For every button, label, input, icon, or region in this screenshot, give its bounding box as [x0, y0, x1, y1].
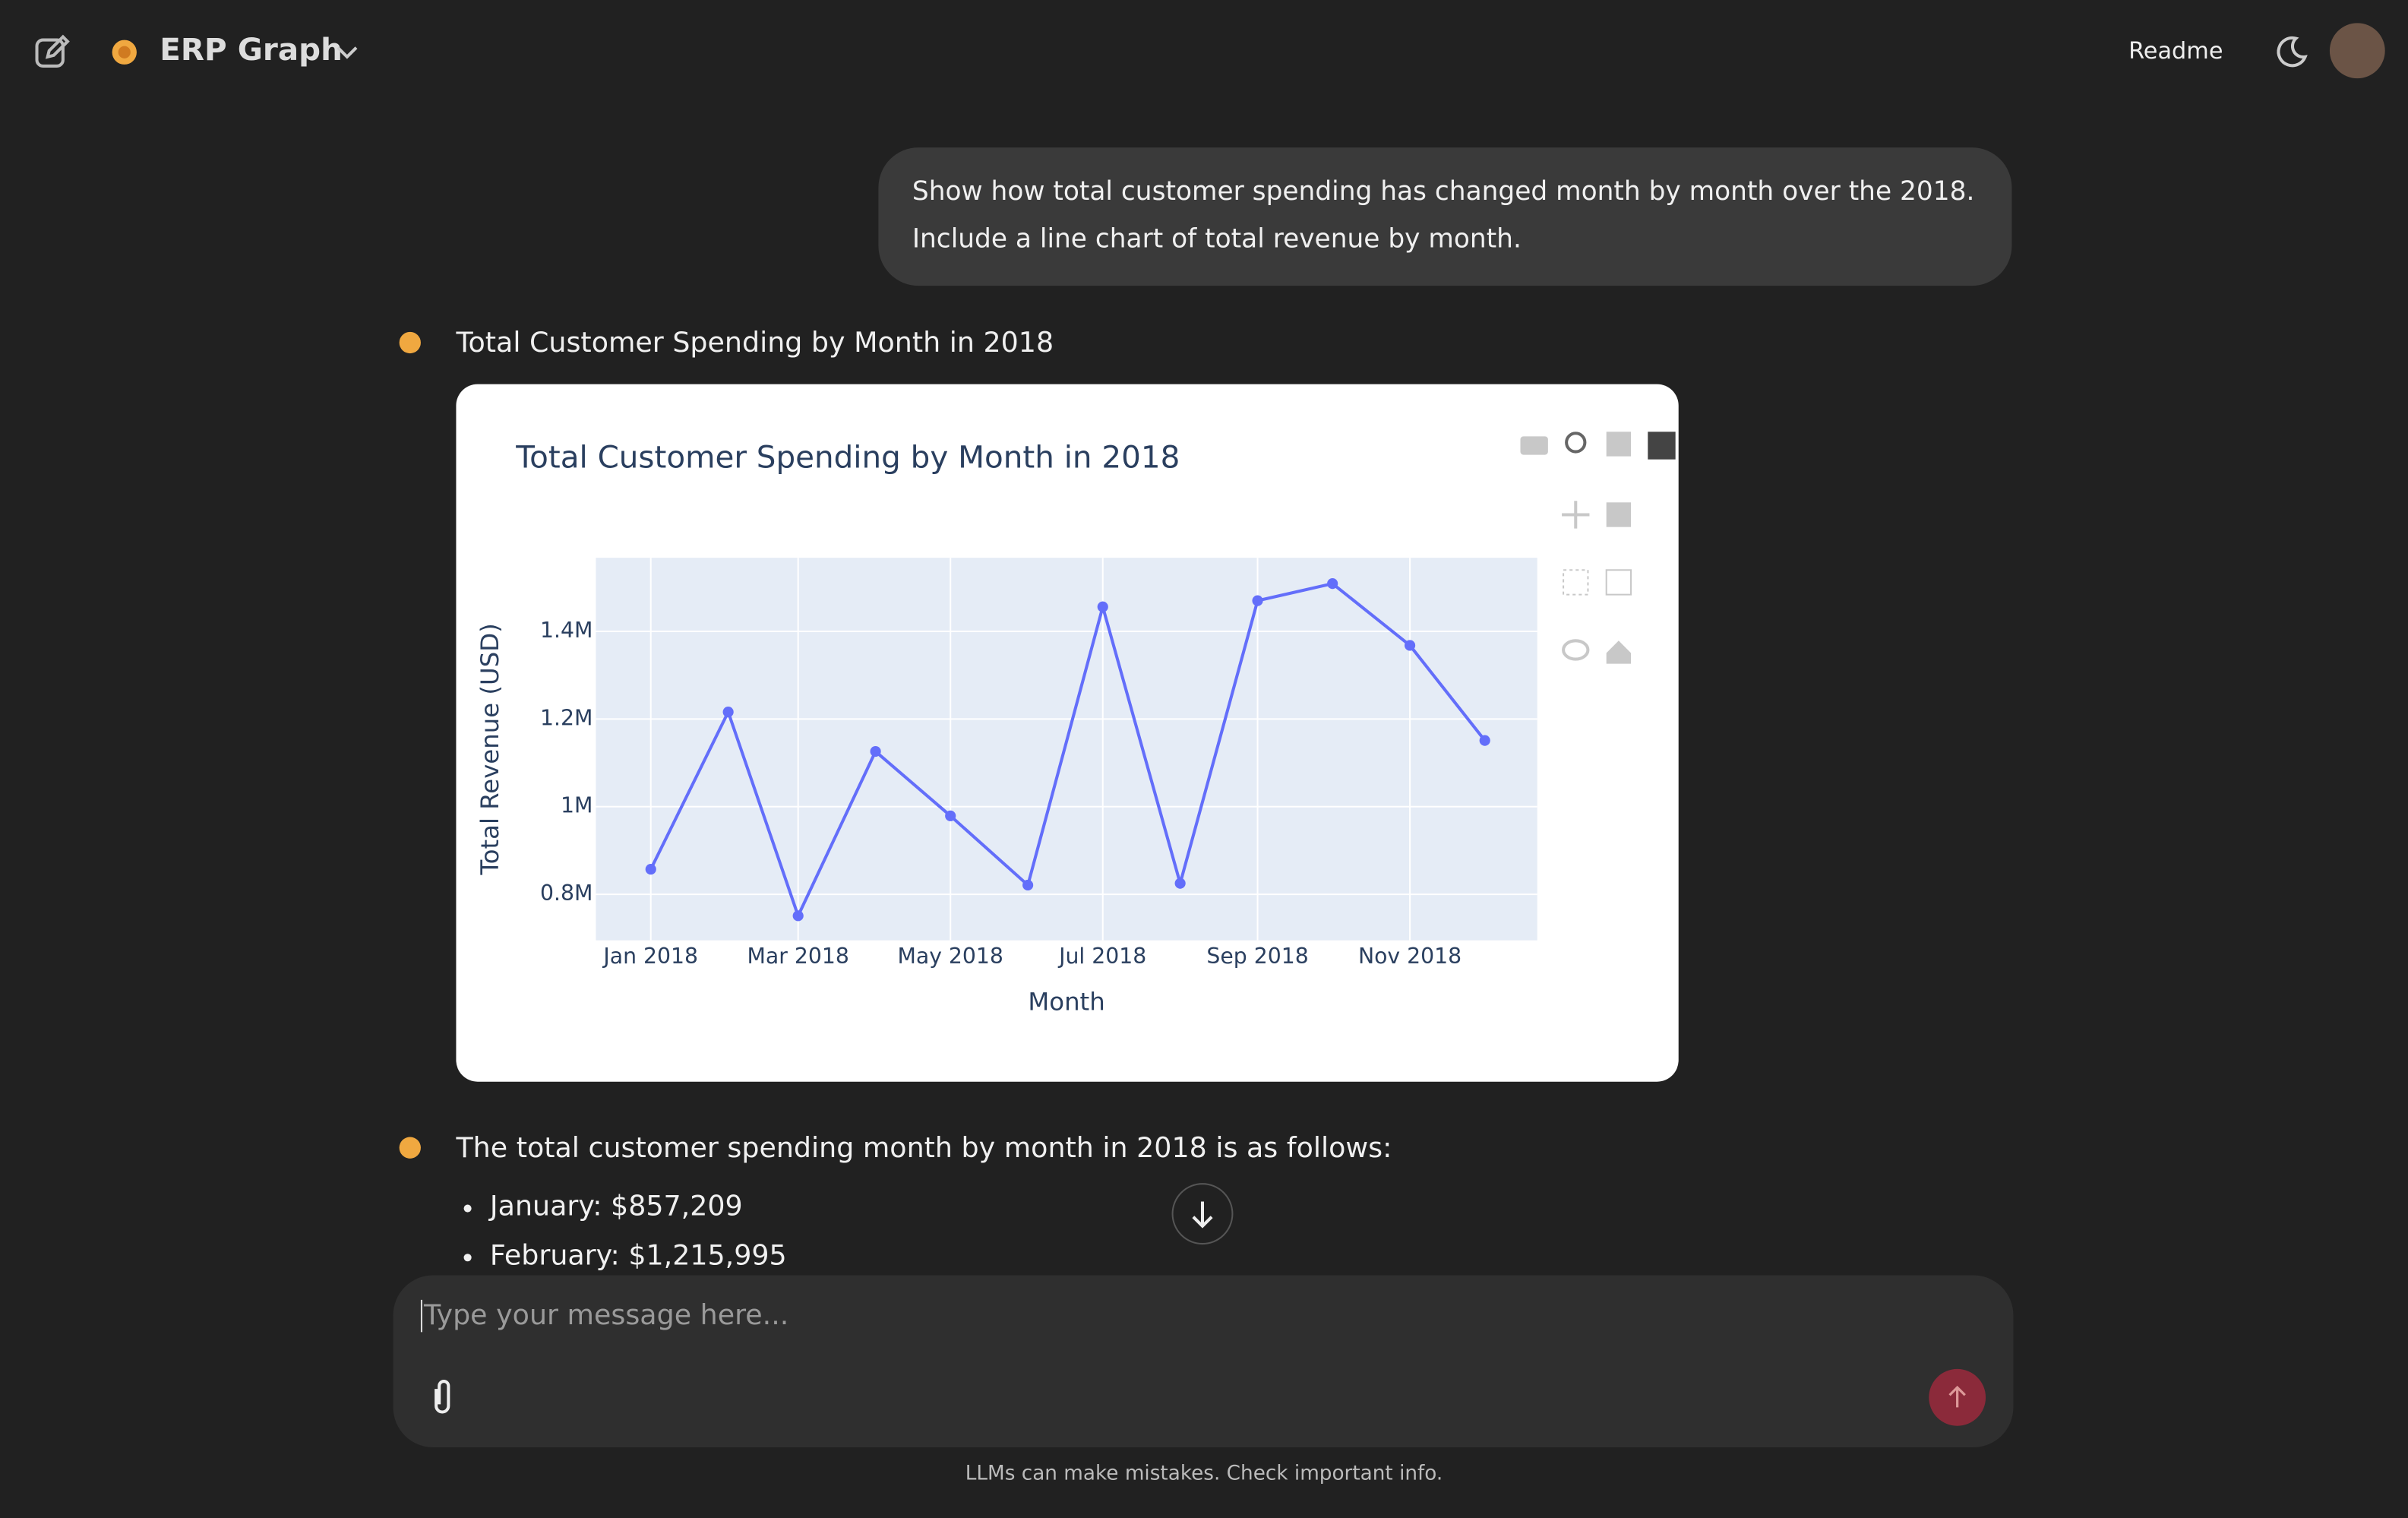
avatar[interactable] [2329, 23, 2385, 79]
y-axis-label: Total Revenue (USD) [476, 623, 504, 875]
assistant-icon [399, 331, 421, 354]
user-message: Show how total customer spending has cha… [878, 147, 2012, 286]
y-tick-label: 1.2M [540, 705, 593, 730]
x-tick-label: Mar 2018 [747, 944, 848, 969]
readme-link[interactable]: Readme [2128, 36, 2223, 65]
logo [112, 40, 137, 65]
footer-note: LLMs can make mistakes. Check important … [0, 1463, 2408, 1485]
x-tick-label: Sep 2018 [1206, 944, 1308, 969]
data-point [792, 910, 804, 922]
assistant-title: Total Customer Spending by Month in 2018 [456, 327, 1054, 360]
data-point [1097, 601, 1108, 612]
modebar[interactable] [1520, 432, 1676, 664]
new-chat-icon[interactable] [33, 33, 71, 71]
x-tick-label: May 2018 [897, 944, 1003, 969]
data-point [1479, 735, 1490, 746]
list-item: January: $857,209 [490, 1183, 787, 1232]
theme-toggle[interactable] [2273, 33, 2310, 71]
send-button[interactable] [1929, 1368, 1986, 1426]
chart-title: Total Customer Spending by Month in 2018 [515, 439, 1180, 476]
plot-area [596, 558, 1537, 941]
attach-button[interactable] [424, 1377, 461, 1417]
x-tick-label: Jul 2018 [1057, 944, 1146, 969]
data-point [945, 810, 956, 821]
input-placeholder[interactable]: Type your message here... [420, 1299, 788, 1333]
data-point [1252, 595, 1263, 606]
scroll-down-button[interactable] [1171, 1183, 1234, 1245]
line-series [649, 581, 1487, 920]
chart-card: Total Customer Spending by Month in 2018… [456, 384, 1679, 1082]
x-axis-label: Month [1028, 988, 1104, 1017]
y-tick-label: 0.8M [540, 881, 593, 906]
list-item: February: $1,215,995 [490, 1232, 787, 1276]
list-viewport: January: $857,209 February: $1,215,995 [0, 1183, 2408, 1275]
y-tick-label: 1M [561, 793, 593, 818]
assistant-icon [399, 1137, 421, 1159]
summary-text: The total customer spending month by mon… [456, 1132, 1392, 1165]
x-tick-label: Jan 2018 [602, 944, 698, 969]
data-point [870, 745, 881, 757]
y-tick-label: 1.4M [540, 618, 593, 643]
dropdown-icon[interactable] [335, 42, 359, 63]
data-point [722, 707, 734, 718]
data-point [1327, 578, 1338, 590]
data-point [645, 864, 656, 875]
app-name[interactable]: ERP Graph [160, 30, 343, 68]
data-point [1174, 878, 1186, 889]
spending-list: January: $857,209 February: $1,215,995 [456, 1183, 787, 1276]
chart: Total Customer Spending by Month in 2018… [476, 432, 1676, 1017]
x-tick-label: Nov 2018 [1358, 944, 1462, 969]
footer-text: LLMs can make mistakes. Check important … [965, 1463, 1443, 1486]
data-point [1404, 640, 1416, 651]
input-box[interactable]: Type your message here... [393, 1275, 2014, 1448]
data-point [1022, 879, 1034, 891]
